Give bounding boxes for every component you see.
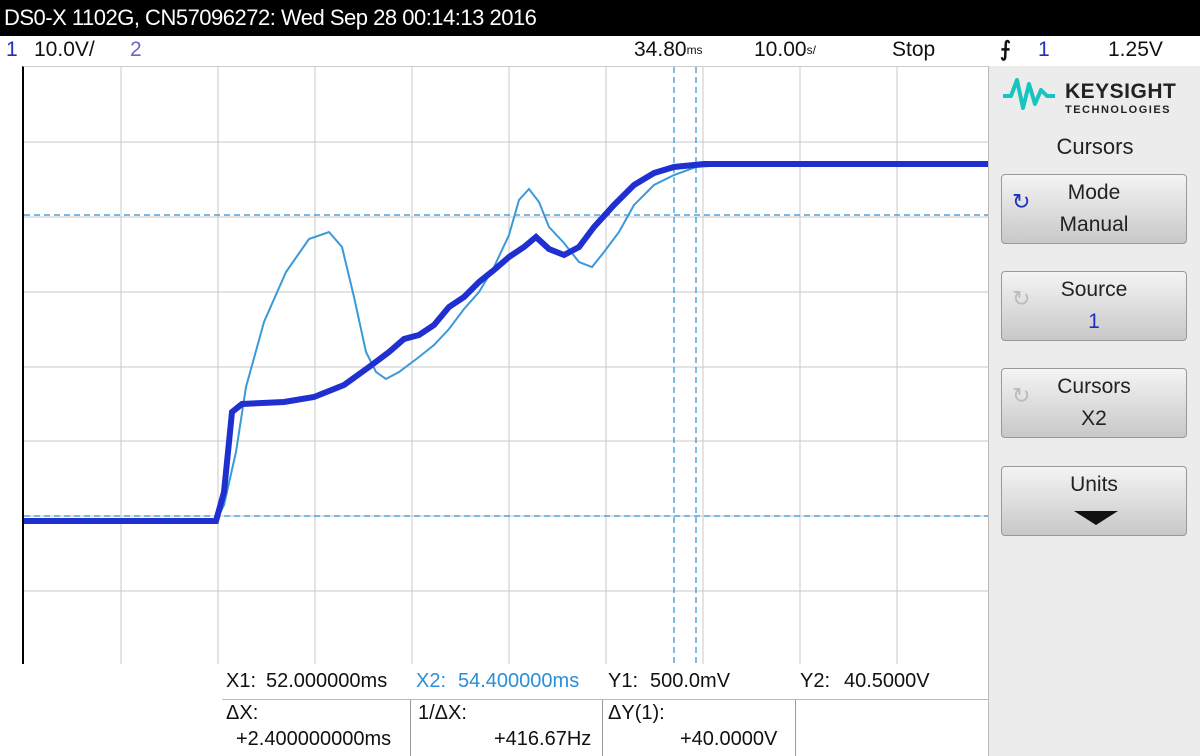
- window-title: DS0-X 1102G, CN57096272: Wed Sep 28 00:1…: [0, 0, 1200, 36]
- units-softkey[interactable]: Units: [1001, 466, 1187, 536]
- inverse-delta-x-label: 1/ΔX:: [418, 702, 467, 724]
- waveform-svg: [24, 67, 990, 665]
- readout-divider: [222, 699, 988, 700]
- keysight-wave-icon: [1003, 78, 1055, 110]
- cursor-readout: X1: 52.000000ms X2: 54.400000ms Y1: 500.…: [0, 664, 988, 756]
- rotate-knob-icon: ↻: [1012, 189, 1031, 214]
- cursors-value: X2: [1081, 407, 1107, 430]
- time-scale[interactable]: 10.00s/: [754, 36, 816, 64]
- trigger-edge-icon: ⨍: [1000, 38, 1011, 61]
- source-value: 1: [1088, 310, 1100, 333]
- run-state: Stop: [892, 38, 936, 61]
- menu-title: Cursors: [1056, 134, 1134, 159]
- brand-name: KEYSIGHT: [1065, 80, 1177, 103]
- readout-divider: [602, 700, 603, 756]
- time-delay[interactable]: 34.80ms: [634, 36, 703, 64]
- y2-value: 40.5000V: [844, 670, 930, 692]
- time-delay-unit: ms: [686, 43, 703, 57]
- readout-divider: [410, 700, 411, 756]
- waveform-display[interactable]: [22, 66, 990, 665]
- cursors-label: Cursors: [1057, 375, 1131, 398]
- grid: [24, 67, 990, 665]
- x1-label: X1:: [226, 670, 257, 692]
- source-softkey[interactable]: ↻ Source 1: [1001, 271, 1187, 341]
- mode-label: Mode: [1067, 181, 1121, 204]
- inverse-delta-x-value: +416.67Hz: [494, 728, 592, 750]
- delta-y-label: ΔY(1):: [608, 702, 665, 724]
- channel-1-trace: [24, 161, 990, 524]
- delta-y-value: +40.0000V: [680, 728, 778, 750]
- rotate-knob-icon: ↻: [1012, 383, 1031, 408]
- mode-softkey[interactable]: ↻ Mode Manual: [1001, 174, 1187, 244]
- mode-value: Manual: [1059, 213, 1129, 236]
- readout-divider: [795, 700, 796, 756]
- delta-x-label: ΔX:: [226, 702, 259, 724]
- x2-label: X2:: [416, 670, 447, 692]
- channel-1-scale[interactable]: 10.0V/: [34, 38, 95, 61]
- time-scale-value: 10.00: [754, 38, 807, 61]
- units-label: Units: [1070, 473, 1118, 496]
- submenu-arrow-icon: [1074, 511, 1118, 525]
- time-delay-value: 34.80: [634, 38, 687, 61]
- brand-subtitle: TECHNOLOGIES: [1065, 104, 1172, 116]
- time-scale-unit: s/: [806, 43, 816, 57]
- y1-value: 500.0mV: [650, 670, 731, 692]
- y2-label: Y2:: [800, 670, 831, 692]
- keysight-logo: KEYSIGHT TECHNOLOGIES: [1001, 74, 1191, 118]
- trigger-source[interactable]: 1: [1038, 38, 1050, 61]
- status-bar: 1 10.0V/ 2 34.80ms 10.00s/ Stop ⨍ 1 1.25…: [0, 36, 1200, 66]
- delta-x-value: +2.400000000ms: [236, 728, 392, 750]
- source-label: Source: [1060, 278, 1128, 301]
- y1-label: Y1:: [608, 670, 639, 692]
- softkey-panel: KEYSIGHT TECHNOLOGIES Cursors ↻ Mode Man…: [988, 66, 1200, 756]
- channel-2-number[interactable]: 2: [130, 38, 142, 61]
- channel-2-trace: [24, 164, 990, 522]
- x1-value: 52.000000ms: [266, 670, 388, 692]
- channel-1-number[interactable]: 1: [6, 38, 18, 61]
- cursors-softkey[interactable]: ↻ Cursors X2: [1001, 368, 1187, 438]
- x2-value: 54.400000ms: [458, 670, 580, 692]
- trigger-level[interactable]: 1.25V: [1108, 38, 1163, 61]
- rotate-knob-icon: ↻: [1012, 286, 1031, 311]
